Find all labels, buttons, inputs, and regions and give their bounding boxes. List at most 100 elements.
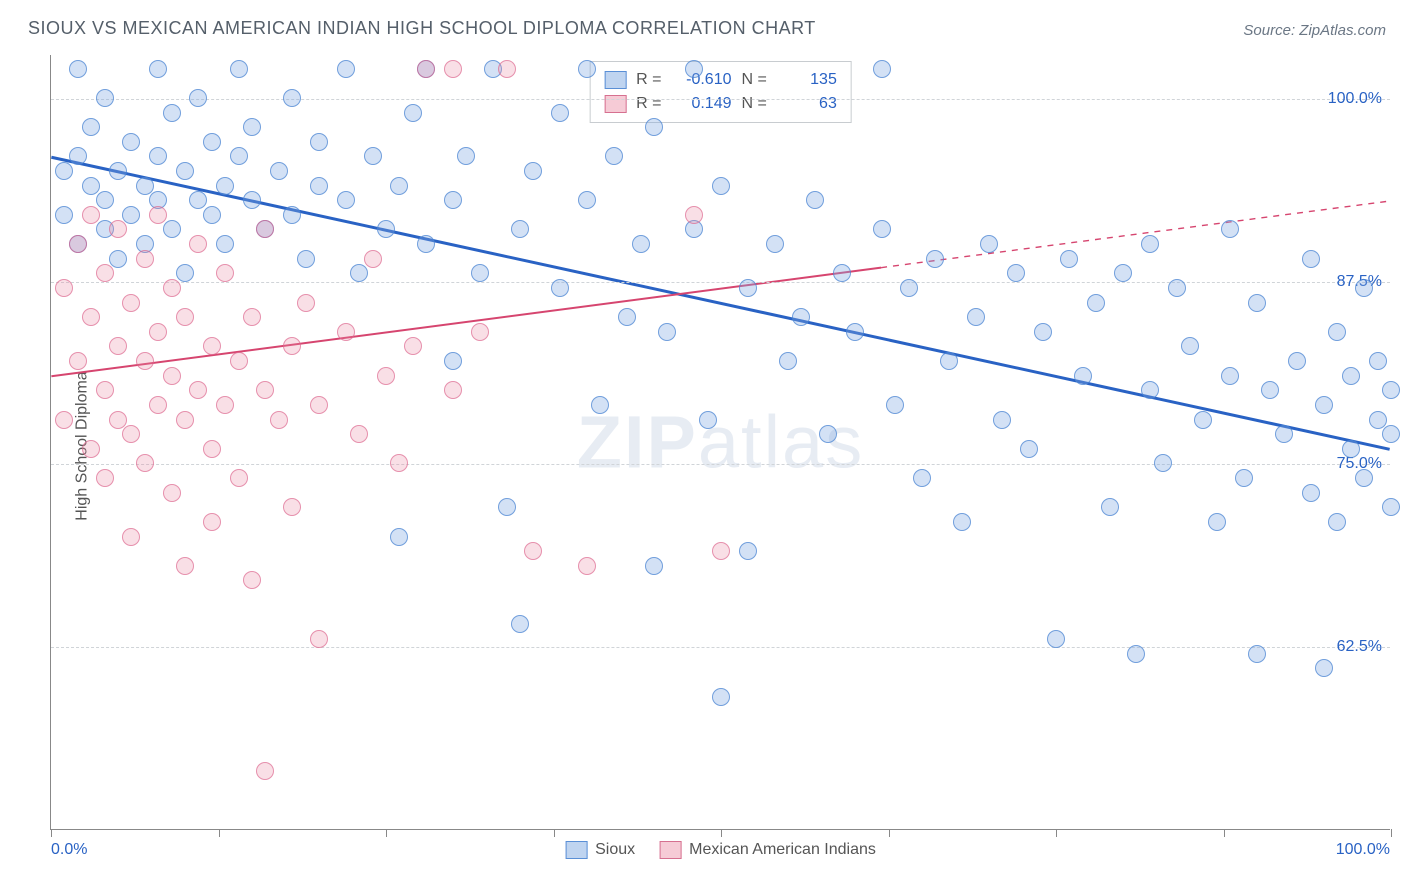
x-axis-max-label: 100.0% [1336, 841, 1390, 859]
data-point [163, 220, 181, 238]
data-point [364, 250, 382, 268]
data-point [96, 469, 114, 487]
gridline-h [51, 647, 1390, 648]
data-point [283, 498, 301, 516]
watermark-bold: ZIP [577, 401, 698, 484]
data-point [337, 60, 355, 78]
data-point [163, 367, 181, 385]
data-point [404, 337, 422, 355]
data-point [136, 250, 154, 268]
data-point [149, 396, 167, 414]
data-point [645, 118, 663, 136]
data-point [578, 191, 596, 209]
data-point [1127, 645, 1145, 663]
gridline-h [51, 464, 1390, 465]
data-point [189, 89, 207, 107]
data-point [685, 60, 703, 78]
x-tick [889, 829, 890, 837]
data-point [1369, 352, 1387, 370]
data-point [605, 147, 623, 165]
data-point [337, 191, 355, 209]
data-point [511, 615, 529, 633]
swatch-pink-icon [604, 95, 626, 113]
r-label: R = [636, 92, 661, 116]
data-point [444, 381, 462, 399]
data-point [136, 177, 154, 195]
data-point [1342, 440, 1360, 458]
x-tick [721, 829, 722, 837]
data-point [766, 235, 784, 253]
data-point [1060, 250, 1078, 268]
data-point [82, 206, 100, 224]
trend-lines-svg [51, 55, 1390, 829]
data-point [699, 411, 717, 429]
data-point [149, 206, 167, 224]
swatch-blue-icon [565, 841, 587, 859]
data-point [498, 498, 516, 516]
data-point [1208, 513, 1226, 531]
n-label: N = [742, 92, 767, 116]
x-tick [386, 829, 387, 837]
data-point [176, 162, 194, 180]
data-point [1248, 294, 1266, 312]
x-tick [554, 829, 555, 837]
data-point [1328, 513, 1346, 531]
data-point [364, 147, 382, 165]
x-tick [219, 829, 220, 837]
bottom-legend: Sioux Mexican American Indians [565, 841, 876, 859]
data-point [940, 352, 958, 370]
data-point [980, 235, 998, 253]
data-point [337, 323, 355, 341]
data-point [1382, 425, 1400, 443]
data-point [176, 308, 194, 326]
data-point [109, 220, 127, 238]
data-point [256, 381, 274, 399]
data-point [189, 235, 207, 253]
data-point [1034, 323, 1052, 341]
data-point [1141, 381, 1159, 399]
data-point [1221, 220, 1239, 238]
data-point [390, 177, 408, 195]
data-point [297, 294, 315, 312]
data-point [886, 396, 904, 414]
n-label: N = [742, 68, 767, 92]
data-point [591, 396, 609, 414]
data-point [1248, 645, 1266, 663]
data-point [216, 396, 234, 414]
data-point [578, 60, 596, 78]
data-point [189, 381, 207, 399]
data-point [96, 264, 114, 282]
data-point [256, 220, 274, 238]
data-point [230, 469, 248, 487]
data-point [1235, 469, 1253, 487]
data-point [739, 542, 757, 560]
data-point [953, 513, 971, 531]
data-point [551, 279, 569, 297]
data-point [350, 264, 368, 282]
data-point [109, 411, 127, 429]
stats-row-mexican: R = 0.149 N = 63 [604, 92, 837, 116]
data-point [283, 337, 301, 355]
data-point [230, 352, 248, 370]
data-point [1114, 264, 1132, 282]
data-point [122, 133, 140, 151]
data-point [55, 206, 73, 224]
data-point [203, 513, 221, 531]
data-point [69, 352, 87, 370]
data-point [819, 425, 837, 443]
data-point [216, 235, 234, 253]
data-point [524, 542, 542, 560]
watermark: ZIPatlas [577, 400, 864, 485]
data-point [1355, 279, 1373, 297]
data-point [310, 133, 328, 151]
data-point [1221, 367, 1239, 385]
data-point [136, 352, 154, 370]
data-point [163, 279, 181, 297]
legend-item-sioux: Sioux [565, 841, 635, 859]
data-point [1194, 411, 1212, 429]
data-point [1382, 381, 1400, 399]
data-point [873, 220, 891, 238]
data-point [243, 308, 261, 326]
legend-item-mexican: Mexican American Indians [659, 841, 876, 859]
source-name: ZipAtlas.com [1299, 22, 1386, 39]
